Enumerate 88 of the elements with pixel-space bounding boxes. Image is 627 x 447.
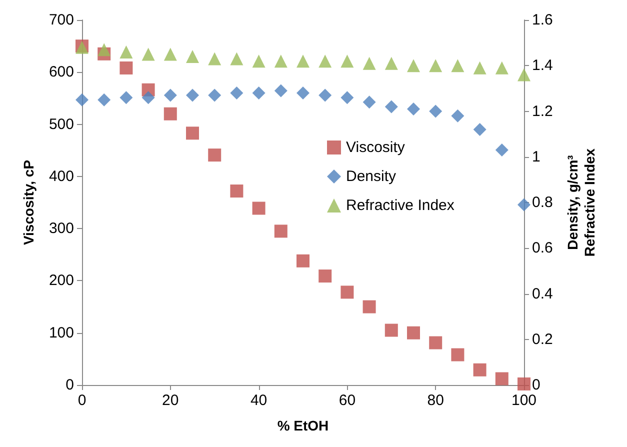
y-tick-label: 500 (48, 116, 74, 133)
point (164, 107, 177, 120)
point (120, 91, 133, 104)
point (296, 54, 310, 68)
y-tick-label: 300 (48, 220, 74, 238)
point (384, 56, 398, 70)
point (473, 123, 486, 136)
point (230, 184, 244, 198)
point (429, 59, 442, 72)
point (98, 43, 111, 56)
point (274, 84, 288, 98)
point (518, 198, 530, 212)
point (340, 91, 354, 104)
x-tick-label: 80 (427, 392, 444, 409)
point (429, 336, 442, 350)
y2-tick-label: 1.4 (532, 57, 553, 74)
point (429, 104, 442, 118)
point (98, 93, 111, 106)
point (407, 102, 420, 116)
point (384, 100, 398, 114)
point (208, 148, 222, 162)
y-tick-label: 100 (48, 324, 74, 342)
point (230, 86, 244, 100)
y-tick-label: 600 (48, 64, 74, 81)
x-tick-label: 100 (511, 392, 537, 409)
point (252, 202, 266, 215)
point (318, 54, 332, 68)
y2-tick-label: 1 (532, 148, 540, 166)
y-tick-label: 0 (66, 376, 74, 394)
point (164, 88, 177, 102)
point (76, 93, 88, 106)
point (407, 59, 420, 72)
point (230, 52, 244, 66)
point (296, 86, 310, 100)
point (296, 254, 310, 268)
point (120, 45, 133, 58)
legend-label: Viscosity (346, 139, 406, 156)
point (518, 377, 530, 390)
y-axis-title: Viscosity, cP (20, 160, 36, 246)
y2-tick-label: 1.2 (532, 102, 553, 120)
x-axis-title: % EtOH (277, 418, 329, 434)
point (495, 61, 508, 74)
point (186, 50, 199, 63)
y2-tick-label: 0.2 (532, 330, 553, 348)
y-tick-label: 700 (48, 12, 74, 28)
point (518, 68, 530, 82)
point (186, 88, 199, 102)
point (451, 348, 464, 362)
point (186, 126, 199, 140)
x-tick-label: 60 (338, 392, 356, 409)
point (407, 326, 420, 340)
point (473, 363, 486, 376)
point (120, 61, 133, 74)
y2-axis-title: Density, g/cm³ Refractive Index (564, 148, 598, 257)
y2-tick-label: 0.4 (532, 285, 553, 302)
point (362, 96, 376, 109)
point (252, 54, 266, 68)
y-tick-label: 400 (48, 168, 74, 185)
point (208, 52, 222, 66)
point (142, 48, 155, 61)
point (274, 224, 288, 238)
point (252, 86, 266, 100)
y2-tick-label: 0 (532, 376, 540, 394)
legend-label: Refractive Index (346, 197, 455, 214)
point (362, 56, 376, 70)
point (384, 324, 398, 337)
point (495, 144, 508, 157)
y2-tick-label: 1.6 (532, 12, 553, 28)
point (340, 286, 354, 299)
point (451, 109, 464, 122)
point (208, 88, 222, 102)
point (451, 59, 464, 72)
x-tick-label: 0 (78, 392, 86, 409)
x-tick-label: 40 (250, 392, 268, 409)
point (340, 54, 354, 68)
legend-label: Density (346, 168, 397, 185)
point (164, 48, 177, 61)
point (274, 54, 288, 68)
y2-tick-label: 0.8 (532, 194, 553, 211)
y2-tick-label: 0.6 (532, 240, 553, 257)
point (473, 61, 486, 74)
point (318, 270, 332, 283)
point (495, 372, 508, 386)
point (362, 300, 376, 314)
y-tick-label: 200 (48, 272, 74, 290)
point (318, 88, 332, 102)
point (142, 91, 155, 104)
x-tick-label: 20 (162, 392, 179, 409)
